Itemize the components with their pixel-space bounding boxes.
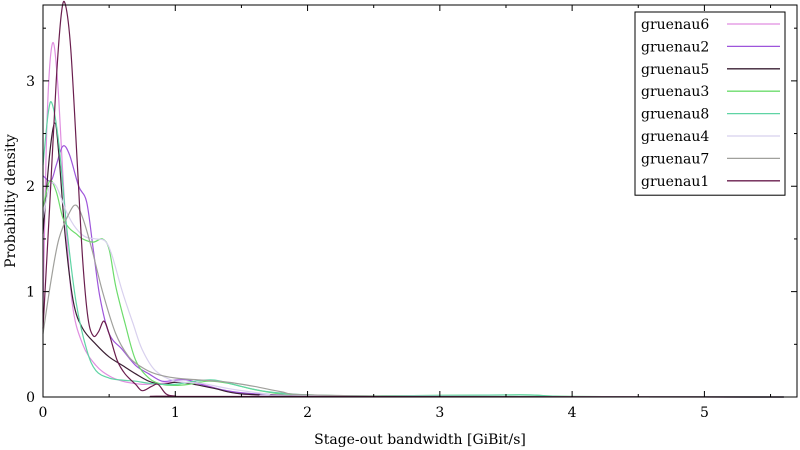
y-tick-label: 3 xyxy=(26,74,35,90)
legend-label-gruenau2: gruenau2 xyxy=(641,39,709,55)
legend-label-gruenau8: gruenau8 xyxy=(641,107,709,123)
series-line-gruenau7 xyxy=(42,204,784,398)
y-tick-label: 1 xyxy=(26,285,35,301)
legend-label-gruenau1: gruenau1 xyxy=(641,174,709,190)
x-tick-label: 4 xyxy=(568,405,577,421)
x-tick-label: 1 xyxy=(171,405,180,421)
x-tick-label: 3 xyxy=(435,405,444,421)
series-line-gruenau3 xyxy=(42,179,784,398)
legend-box xyxy=(634,11,786,196)
legend: gruenau6 gruenau2 gruenau5 gruenau3 gruenau8… xyxy=(634,11,786,196)
series-line-gruenau4 xyxy=(42,182,784,398)
axis-ticks: 0 1 2 3 4 5 0 1 2 3 xyxy=(26,5,797,421)
plot-frame xyxy=(42,4,798,398)
series-curves xyxy=(42,0,784,398)
x-tick-label: 2 xyxy=(303,405,312,421)
x-tick-label: 0 xyxy=(39,405,48,421)
legend-label-gruenau5: gruenau5 xyxy=(641,62,709,78)
legend-label-gruenau3: gruenau3 xyxy=(641,84,709,100)
legend-label-gruenau4: gruenau4 xyxy=(641,129,709,145)
y-tick-label: 0 xyxy=(26,390,35,406)
x-axis-label: Stage-out bandwidth [GiBit/s] xyxy=(314,432,526,448)
y-axis-label: Probability density xyxy=(3,134,19,268)
legend-label-gruenau7: gruenau7 xyxy=(641,151,709,167)
y-tick-label: 2 xyxy=(26,179,35,195)
x-tick-label: 5 xyxy=(700,405,709,421)
legend-label-gruenau6: gruenau6 xyxy=(641,17,709,33)
